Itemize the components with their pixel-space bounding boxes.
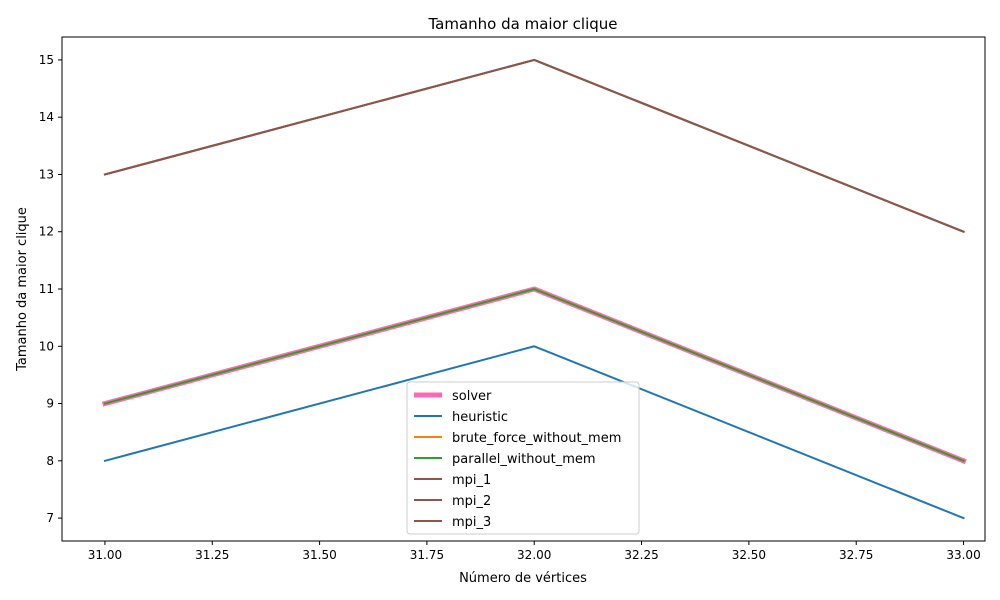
- y-tick-label: 13: [39, 167, 54, 181]
- x-axis-ticks: 31.00 31.25 31.50 31.75 32.00 32.25 32.50 32.75…: [88, 541, 981, 562]
- y-tick-label: 8: [46, 454, 54, 468]
- x-tick-label: 32.75: [839, 548, 873, 562]
- legend: solver heuristic brute_force_without_mempa…: [406, 381, 640, 535]
- x-axis-label: Número de vértices: [459, 571, 587, 586]
- x-tick-label: 31.25: [195, 548, 229, 562]
- y-axis-label: Tamanho da maior clique: [15, 207, 30, 372]
- x-tick-label: 31.50: [302, 548, 336, 562]
- y-axis-ticks: 7 8 9 10 11 12 13 14 15: [39, 53, 62, 525]
- y-tick-label: 9: [46, 397, 54, 411]
- legend-label-brute_force_without_mem: brute_force_without_mem: [452, 431, 621, 446]
- x-tick-label: 32.50: [732, 548, 766, 562]
- series-line-parallel_without_mem: [103, 288, 965, 463]
- chart-title: Tamanho da maior clique: [427, 15, 617, 33]
- x-tick-label: 32.25: [624, 548, 658, 562]
- legend-box: [406, 381, 640, 535]
- series-line-mpi_3: [103, 58, 965, 234]
- y-tick-label: 7: [46, 511, 54, 525]
- legend-label-heuristic: heuristic: [452, 410, 508, 425]
- legend-label-mpi_1: mpi_1: [452, 473, 491, 488]
- y-tick-label: 11: [39, 282, 54, 296]
- x-tick-label: 31.75: [410, 548, 444, 562]
- legend-label-solver: solver: [452, 389, 492, 404]
- y-tick-label: 10: [39, 339, 54, 353]
- x-tick-label: 33.00: [946, 548, 980, 562]
- legend-label-mpi_3: mpi_3: [452, 515, 491, 530]
- series-line-heuristic: [103, 345, 965, 520]
- y-tick-label: 14: [39, 110, 54, 124]
- y-tick-label: 15: [39, 53, 54, 67]
- plot-lines: [101, 58, 967, 520]
- x-tick-label: 31.00: [88, 548, 122, 562]
- legend-label-mpi_2: mpi_2: [452, 494, 491, 509]
- legend-label-parallel_without_mem: parallel_without_mem: [452, 452, 596, 467]
- y-tick-label: 12: [39, 225, 54, 239]
- x-tick-label: 32.00: [517, 548, 551, 562]
